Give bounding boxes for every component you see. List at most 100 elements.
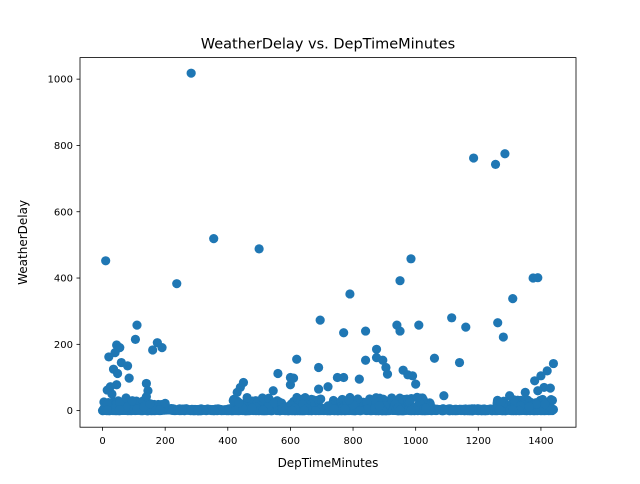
data-point <box>493 318 503 328</box>
data-point <box>520 387 530 397</box>
data-point <box>406 254 416 264</box>
data-point <box>148 345 158 355</box>
x-tick-label: 1400 <box>528 436 553 447</box>
data-point <box>145 399 155 409</box>
data-point <box>186 68 196 78</box>
data-point <box>234 398 244 408</box>
data-point <box>155 404 165 415</box>
data-point <box>329 404 339 414</box>
x-tick-label: 400 <box>218 436 237 447</box>
data-point <box>440 405 450 415</box>
data-point <box>480 406 490 416</box>
data-point <box>314 362 324 373</box>
data-point <box>114 404 125 415</box>
data-point <box>547 395 558 405</box>
data-point <box>141 392 151 402</box>
data-point <box>285 380 296 390</box>
x-tick-label: 0 <box>99 436 105 447</box>
data-point <box>216 405 227 415</box>
data-point <box>192 404 203 415</box>
data-point <box>524 402 534 412</box>
data-point <box>447 313 457 323</box>
data-point <box>124 373 134 383</box>
data-point <box>407 371 418 381</box>
data-point <box>542 366 552 376</box>
data-point <box>123 361 133 371</box>
y-axis-label: WeatherDelay <box>16 200 30 285</box>
data-point <box>533 273 543 283</box>
data-point <box>141 378 151 389</box>
data-point <box>490 159 501 169</box>
data-point <box>371 344 382 354</box>
data-point <box>500 149 510 159</box>
data-point <box>382 369 393 379</box>
data-point <box>232 387 242 397</box>
data-point <box>360 326 371 336</box>
data-point <box>132 320 142 330</box>
data-point <box>395 405 405 415</box>
y-tick-label: 0 <box>67 406 73 417</box>
data-point <box>209 233 219 244</box>
data-point <box>374 401 385 411</box>
data-point <box>508 405 518 415</box>
x-axis-ticks: 0 200 400 600 800 1000 1200 1400 <box>99 427 554 447</box>
data-point <box>130 334 141 344</box>
data-point <box>105 382 115 392</box>
y-tick-label: 1000 <box>48 75 73 86</box>
data-point <box>531 399 541 409</box>
data-point <box>344 395 354 405</box>
data-point <box>115 398 125 408</box>
data-point <box>498 332 508 342</box>
data-point <box>315 315 325 325</box>
data-point <box>545 383 555 393</box>
data-point <box>508 293 518 304</box>
data-point <box>160 398 170 408</box>
data-point <box>439 391 449 401</box>
data-point <box>172 279 182 289</box>
plot-frame <box>79 57 577 428</box>
x-tick-label: 800 <box>344 436 363 447</box>
data-point <box>345 289 355 299</box>
y-axis-ticks: 0 200 400 600 800 1000 <box>48 75 80 417</box>
data-point <box>530 376 540 386</box>
data-point <box>238 377 249 388</box>
data-point <box>102 405 112 415</box>
data-point <box>514 405 524 416</box>
data-point <box>429 353 440 363</box>
y-tick-label: 400 <box>54 274 73 285</box>
data-point <box>223 405 234 416</box>
data-point <box>536 371 546 381</box>
y-tick-label: 800 <box>54 141 73 152</box>
x-tick-label: 1000 <box>403 436 428 447</box>
data-point <box>287 405 297 416</box>
data-point <box>355 406 365 416</box>
data-point <box>242 392 252 403</box>
data-point <box>533 386 543 396</box>
data-point <box>540 399 550 409</box>
data-point <box>362 404 372 414</box>
data-point <box>362 397 372 408</box>
data-point <box>258 405 268 415</box>
data-point <box>461 322 471 332</box>
data-point <box>505 391 515 401</box>
data-point <box>406 405 416 416</box>
data-point <box>269 397 280 408</box>
data-point <box>395 326 405 336</box>
data-point <box>230 405 241 416</box>
data-point <box>112 368 123 379</box>
data-point <box>421 403 431 413</box>
data-point <box>132 404 142 414</box>
data-point <box>412 392 422 402</box>
data-point <box>548 358 559 369</box>
data-point <box>268 386 278 396</box>
data-point <box>360 355 371 365</box>
data-point <box>414 320 424 330</box>
data-point <box>354 374 364 384</box>
data-point <box>254 244 264 254</box>
data-point <box>469 153 479 163</box>
data-point <box>340 404 350 414</box>
data-point <box>209 406 220 416</box>
data-point <box>411 379 421 389</box>
